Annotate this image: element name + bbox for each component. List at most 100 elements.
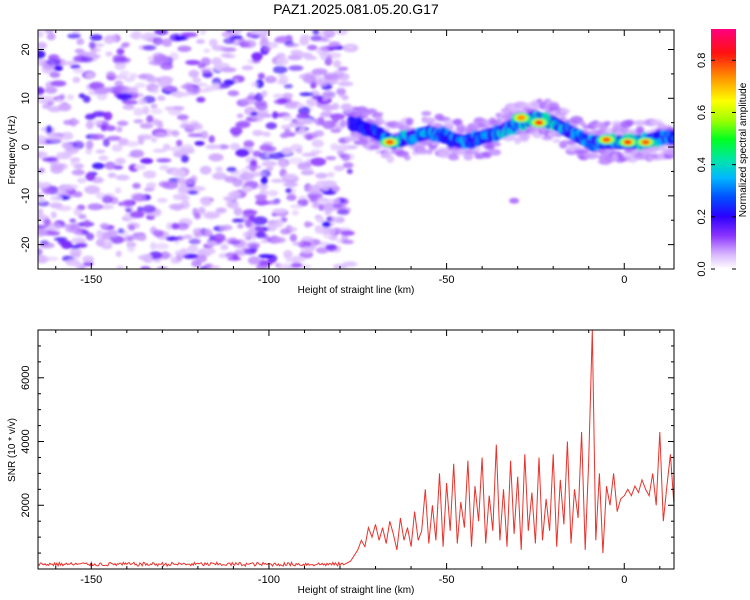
noise-blob — [69, 218, 77, 223]
noise-blob — [142, 106, 150, 115]
noise-blob — [85, 140, 94, 150]
noise-blob — [82, 255, 95, 264]
ridge-halo — [552, 138, 561, 144]
noise-blob — [42, 104, 51, 109]
ridge-halo — [426, 148, 433, 155]
noise-blob — [341, 153, 351, 162]
noise-blob — [336, 150, 345, 155]
noise-blob — [129, 149, 145, 158]
noise-blob — [104, 161, 117, 170]
ridge-halo — [417, 150, 429, 155]
noise-blob — [305, 98, 318, 107]
noise-blob — [290, 262, 303, 268]
noise-blob — [106, 135, 122, 141]
noise-blob — [239, 172, 255, 181]
noise-blob — [38, 30, 44, 38]
noise-blob — [296, 103, 305, 108]
ridge-halo — [365, 108, 377, 114]
noise-blob — [187, 244, 199, 254]
noise-blob — [211, 45, 227, 51]
ridge-halo — [421, 111, 432, 116]
noise-blob — [333, 198, 341, 204]
noise-blob — [336, 209, 350, 216]
noise-blob — [192, 76, 202, 84]
ridge-halo — [619, 127, 630, 133]
noise-blob — [38, 41, 47, 50]
noise-blob — [102, 138, 110, 147]
noise-blob — [341, 94, 349, 101]
noise-blob — [159, 165, 170, 171]
noise-blob — [105, 125, 116, 132]
snr-series-line — [38, 330, 674, 568]
noise-blob — [322, 228, 337, 235]
noise-blob — [92, 119, 103, 126]
noise-blob — [63, 61, 77, 66]
noise-blob — [300, 34, 311, 40]
noise-blob — [45, 86, 56, 93]
noise-blob — [96, 229, 104, 239]
noise-blob — [269, 152, 285, 160]
noise-blob — [247, 256, 261, 265]
noise-blob — [248, 215, 256, 222]
ridge-halo — [518, 133, 531, 140]
noise-blob — [281, 92, 294, 99]
noise-blob — [50, 195, 63, 201]
noise-blob — [132, 182, 141, 189]
noise-blob — [325, 244, 338, 251]
noise-blob — [129, 73, 138, 79]
noise-blob — [321, 221, 331, 228]
noise-blob — [162, 144, 170, 151]
bottom-x-tick-label: -100 — [258, 574, 280, 586]
noise-blob — [61, 141, 70, 149]
ridge-halo — [368, 145, 381, 150]
noise-blob — [222, 196, 236, 202]
noise-blob — [227, 240, 242, 245]
noise-blob — [154, 131, 168, 138]
noise-blob — [199, 165, 212, 175]
bottom-x-tick-label: 0 — [621, 574, 627, 586]
chart-title: PAZ1.2025.081.05.20.G17 — [273, 1, 439, 17]
noise-blob — [250, 81, 258, 88]
ridge-peak — [517, 115, 526, 121]
noise-blob — [140, 266, 151, 269]
noise-blob — [67, 33, 81, 39]
noise-blob — [307, 184, 323, 194]
noise-blob — [81, 229, 89, 235]
noise-blob — [69, 244, 80, 249]
noise-blob — [133, 119, 144, 124]
noise-blob — [150, 108, 163, 115]
noise-blob — [115, 57, 131, 63]
noise-blob — [92, 162, 105, 170]
noise-blob — [104, 34, 118, 43]
noise-blob — [122, 104, 135, 110]
top-x-tick-label: -150 — [80, 274, 102, 286]
noise-blob — [199, 266, 207, 269]
ridge-peak — [535, 120, 543, 126]
noise-blob — [321, 180, 337, 188]
noise-blob — [85, 172, 95, 181]
ridge-halo — [345, 136, 356, 142]
noise-blob — [93, 87, 109, 95]
noise-blob — [208, 38, 218, 47]
noise-blob — [128, 224, 136, 231]
noise-blobs — [38, 30, 359, 269]
noise-blob — [180, 154, 189, 163]
noise-blob — [127, 243, 135, 253]
signal-ridge — [343, 98, 674, 204]
noise-blob — [133, 107, 144, 116]
noise-blob — [42, 99, 56, 105]
noise-blob — [216, 83, 231, 89]
noise-blob — [288, 121, 305, 128]
noise-blob — [172, 193, 187, 201]
top-y-tick-label: -20 — [20, 237, 32, 253]
top-x-tick-label: 0 — [621, 274, 627, 286]
noise-blob — [339, 119, 347, 128]
noise-blob — [340, 103, 353, 111]
noise-blob — [122, 99, 139, 105]
noise-blob — [277, 97, 288, 104]
noise-blob — [330, 216, 340, 221]
noise-blob — [50, 162, 65, 170]
noise-blob — [329, 185, 340, 193]
noise-blob — [162, 181, 179, 190]
noise-blob — [174, 249, 188, 256]
